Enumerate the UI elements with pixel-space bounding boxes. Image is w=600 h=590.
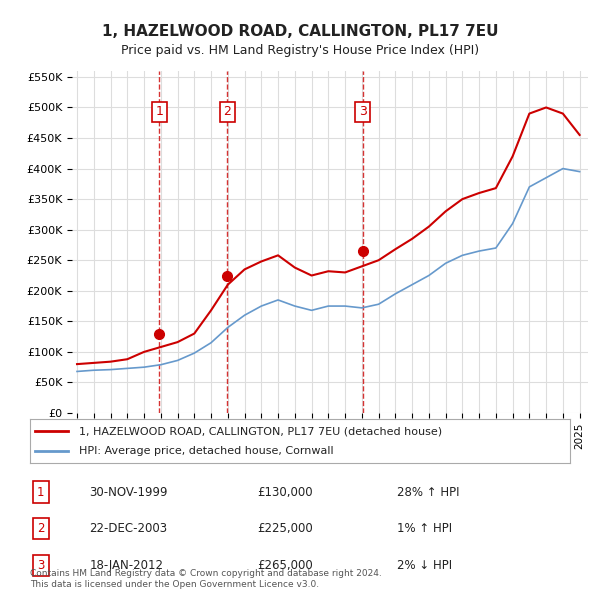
Text: HPI: Average price, detached house, Cornwall: HPI: Average price, detached house, Corn… — [79, 446, 333, 455]
Text: 30-NOV-1999: 30-NOV-1999 — [89, 486, 168, 499]
Text: 2% ↓ HPI: 2% ↓ HPI — [397, 559, 452, 572]
Text: 28% ↑ HPI: 28% ↑ HPI — [397, 486, 460, 499]
Text: £225,000: £225,000 — [257, 522, 313, 535]
Text: 1, HAZELWOOD ROAD, CALLINGTON, PL17 7EU: 1, HAZELWOOD ROAD, CALLINGTON, PL17 7EU — [102, 24, 498, 38]
Text: 3: 3 — [37, 559, 44, 572]
Text: 1: 1 — [155, 106, 163, 119]
Text: 18-JAN-2012: 18-JAN-2012 — [89, 559, 163, 572]
Text: 2: 2 — [37, 522, 44, 535]
Text: 1, HAZELWOOD ROAD, CALLINGTON, PL17 7EU (detached house): 1, HAZELWOOD ROAD, CALLINGTON, PL17 7EU … — [79, 427, 442, 436]
Text: £130,000: £130,000 — [257, 486, 313, 499]
Text: 1: 1 — [37, 486, 44, 499]
Text: 2: 2 — [223, 106, 231, 119]
Text: 22-DEC-2003: 22-DEC-2003 — [89, 522, 167, 535]
Text: Contains HM Land Registry data © Crown copyright and database right 2024.
This d: Contains HM Land Registry data © Crown c… — [30, 569, 382, 589]
Text: £265,000: £265,000 — [257, 559, 313, 572]
Text: 1% ↑ HPI: 1% ↑ HPI — [397, 522, 452, 535]
Text: 3: 3 — [359, 106, 367, 119]
Text: Price paid vs. HM Land Registry's House Price Index (HPI): Price paid vs. HM Land Registry's House … — [121, 44, 479, 57]
